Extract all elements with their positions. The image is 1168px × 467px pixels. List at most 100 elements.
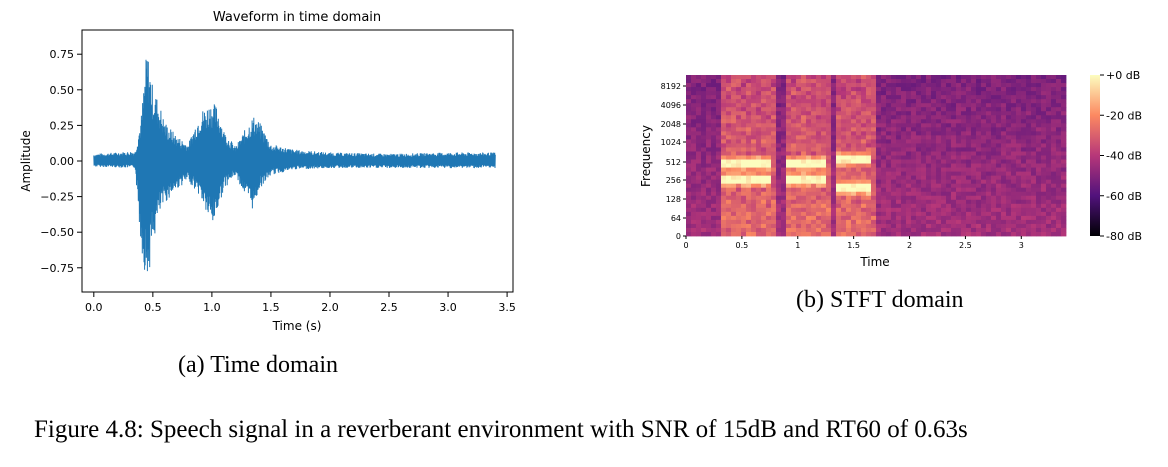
spectrogram-cell (711, 99, 717, 104)
spectrogram-cell (911, 231, 917, 237)
spectrogram-cell (896, 187, 902, 193)
spectrogram-cell (891, 91, 897, 96)
spectrogram-cell (1046, 111, 1052, 116)
spectrogram-cell (831, 167, 837, 173)
spectrogram-cell (871, 155, 877, 160)
spectrogram-cell (781, 155, 787, 160)
spectrogram-cell (846, 123, 852, 128)
spectrogram-cell (776, 143, 782, 148)
spectrogram-cell (876, 103, 882, 108)
spectrogram-cell (791, 183, 797, 189)
spectrogram-cell (691, 163, 697, 168)
spectrogram-cell (896, 135, 902, 140)
spectrogram-cell (806, 127, 812, 132)
spectrogram-cell (716, 219, 722, 225)
spectrogram-cell (851, 155, 857, 160)
spectrogram-cell (711, 195, 717, 201)
spectrogram-cell (846, 115, 852, 120)
spectrogram-cell (911, 191, 917, 197)
spectrogram-cell (1051, 179, 1057, 185)
spectrogram-cell (1011, 203, 1017, 209)
spectrogram-cell (1016, 175, 1022, 181)
spectrogram-cell (986, 199, 992, 205)
spectrogram-cell (751, 203, 757, 209)
spectrogram-cell (776, 207, 782, 213)
spectrogram-cell (896, 211, 902, 217)
spectrogram-cell (751, 187, 757, 193)
spectrogram-cell (871, 79, 877, 84)
spectrogram-cell (1021, 187, 1027, 193)
spectrogram-cell (781, 127, 787, 132)
spectrogram-cell (726, 159, 732, 164)
spectrogram-cell (1051, 91, 1057, 96)
spectrogram-cell (1041, 147, 1047, 152)
spectrogram-cell (731, 207, 737, 213)
spectrogram-cell (766, 215, 772, 221)
spectrogram-cell (1021, 215, 1027, 221)
spectrogram-cell (1041, 155, 1047, 160)
spectrogram-cell (921, 187, 927, 193)
spectrogram-cell (1061, 191, 1067, 197)
spectrogram-cell (791, 83, 797, 88)
spectrogram-cell (926, 175, 932, 181)
spectrogram-cell (1046, 175, 1052, 181)
spectrogram-cell (851, 191, 857, 197)
spectrogram-cell (771, 163, 777, 168)
spectrogram-cell (876, 191, 882, 197)
spectrogram-cell (916, 103, 922, 108)
spectrogram-cell (886, 211, 892, 217)
spectrogram-cell (861, 231, 867, 237)
spectrogram-cell (1046, 131, 1052, 136)
spectrogram-cell (1056, 107, 1062, 112)
spectrogram-cell (846, 155, 852, 160)
spectrogram-cell (841, 167, 847, 173)
spectrogram-cell (801, 163, 807, 168)
spectrogram-cell (956, 171, 962, 177)
spectrogram-cell (836, 79, 842, 84)
spectrogram-cell (686, 183, 692, 189)
spectrogram-cell (711, 183, 717, 189)
spectrogram-cell (876, 187, 882, 193)
spectrogram-cell (936, 107, 942, 112)
spectrogram-cell (766, 143, 772, 148)
spectrogram-cell (941, 135, 947, 140)
spectrogram-cell (971, 107, 977, 112)
spectrogram-cell (716, 87, 722, 92)
spectrogram-cell (841, 139, 847, 144)
spectrogram-cell (876, 107, 882, 112)
spectrogram-cell (776, 99, 782, 104)
spectrogram-cell (706, 203, 712, 209)
spectrogram-cell (831, 195, 837, 201)
spectrogram-cell (866, 215, 872, 221)
spectrogram-cell (956, 207, 962, 213)
spectrogram-cell (931, 119, 937, 124)
spectrogram-cell (926, 123, 932, 128)
spectrogram-cell (1031, 187, 1037, 193)
spectrogram-cell (921, 127, 927, 132)
spectrogram-cell (771, 147, 777, 152)
spectrogram-cell (766, 183, 772, 189)
spectrogram-cell (701, 215, 707, 221)
spectrogram-cell (711, 179, 717, 185)
spectrogram-cell (996, 219, 1002, 225)
spectrogram-cell (981, 191, 987, 197)
spectrogram-cell (881, 127, 887, 132)
spectrogram-cell (911, 195, 917, 201)
spectrogram-cell (786, 135, 792, 140)
spectrogram-cell (946, 119, 952, 124)
spectrogram-cell (906, 231, 912, 237)
spectrogram-cell (691, 207, 697, 213)
spectrogram-cell (696, 91, 702, 96)
spectrogram-cell (776, 183, 782, 189)
spectrogram-cell (746, 131, 752, 136)
spectrogram-cell (796, 103, 802, 108)
spectrogram-cell (881, 167, 887, 173)
spectrogram-cell (921, 219, 927, 225)
spectrogram-cell (906, 79, 912, 84)
spectrogram-cell (816, 223, 822, 229)
spectrogram-cell (746, 219, 752, 225)
spectrogram-cell (886, 167, 892, 173)
spectrogram-cell (921, 111, 927, 116)
spectrogram-cell (726, 107, 732, 112)
spectrogram-cell (811, 151, 817, 156)
